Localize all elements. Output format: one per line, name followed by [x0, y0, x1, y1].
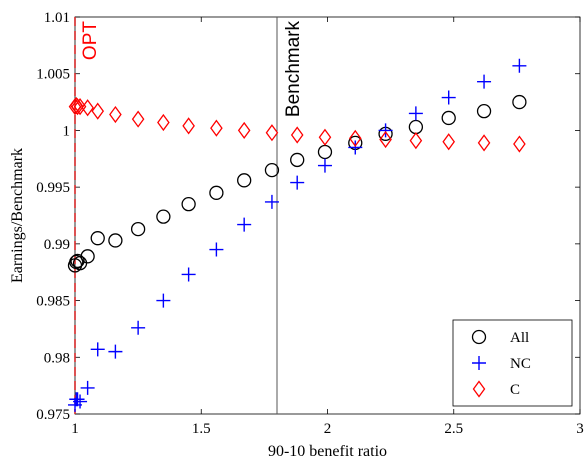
point-nc [348, 140, 363, 155]
point-c [290, 126, 304, 144]
point-all [237, 173, 252, 188]
y-tick-label: 1.01 [44, 10, 70, 26]
point-c [73, 98, 87, 116]
point-c [182, 117, 195, 135]
point-all [441, 110, 456, 126]
point-all [130, 221, 146, 237]
x-tick-label: 1 [71, 421, 79, 437]
point-all [80, 249, 95, 264]
point-c [513, 135, 526, 153]
point-all [90, 231, 105, 246]
point-nc [80, 380, 95, 395]
point-nc [512, 58, 527, 73]
point-nc [131, 320, 146, 335]
point-all [70, 253, 85, 269]
x-tick-label: 1.5 [192, 421, 211, 437]
legend: All NC C [452, 319, 573, 407]
point-c [237, 121, 251, 140]
y-tick-label: 0.99 [44, 237, 70, 253]
point-c [91, 102, 105, 120]
point-all [476, 103, 492, 119]
point-all [209, 185, 224, 200]
legend-marker-all [471, 329, 487, 345]
point-nc [237, 217, 252, 232]
x-tick-label: 2.5 [444, 421, 463, 437]
point-c [379, 130, 392, 149]
point-c [71, 98, 84, 116]
y-tick-label: 0.975 [36, 407, 70, 423]
point-all [512, 94, 527, 110]
point-c [265, 124, 279, 142]
point-c [109, 105, 122, 124]
point-c [157, 113, 170, 132]
point-nc [90, 342, 105, 357]
x-axis-label: 90-10 benefit ratio [268, 443, 387, 460]
series-nc [68, 58, 527, 412]
series-c [68, 96, 526, 153]
point-nc [317, 158, 332, 173]
y-tick-label: 1 [63, 123, 71, 139]
point-nc [70, 392, 85, 407]
point-nc [441, 90, 456, 105]
legend-label-c: C [510, 382, 520, 398]
vline-label-benchmark: Benchmark [283, 21, 304, 118]
point-c [477, 134, 491, 152]
point-c [210, 119, 223, 137]
point-nc [378, 123, 393, 138]
x-tick-label: 2 [324, 421, 332, 437]
point-all [156, 209, 171, 224]
point-nc [108, 344, 123, 359]
point-nc [209, 242, 224, 257]
point-c [409, 132, 423, 150]
series-all [67, 94, 527, 273]
point-all [181, 197, 196, 212]
y-axis-label: Earnings/Benchmark [9, 148, 26, 283]
point-nc [290, 175, 305, 190]
axis-ticks: 1 1.5 2 2.5 3 0.975 0.98 0.985 0.99 0.995 1 1.005 1.… [36, 10, 584, 437]
y-tick-label: 0.995 [36, 180, 70, 196]
legend-marker-nc [472, 356, 486, 370]
point-nc [477, 74, 492, 89]
point-c [318, 128, 332, 146]
y-tick-label: 0.98 [44, 350, 70, 366]
data-points [67, 58, 527, 412]
legend-label-nc: NC [510, 356, 531, 372]
y-tick-label: 0.985 [36, 294, 70, 310]
x-tick-label: 3 [576, 421, 584, 437]
point-nc [156, 293, 171, 308]
point-nc [264, 194, 279, 209]
point-nc [73, 394, 88, 409]
point-all [108, 233, 123, 248]
y-tick-label: 1.005 [36, 67, 70, 83]
legend-marker-c [472, 380, 486, 398]
point-nc [181, 267, 196, 282]
reference-lines: OPT Benchmark [74, 17, 304, 414]
point-all [264, 162, 280, 178]
vline-label-opt: OPT [80, 21, 101, 60]
point-c [348, 129, 362, 147]
point-nc [408, 106, 423, 121]
point-c [81, 99, 94, 117]
point-all [290, 152, 305, 168]
point-c [131, 110, 145, 128]
legend-label-all: All [510, 330, 529, 346]
point-c [442, 133, 456, 151]
